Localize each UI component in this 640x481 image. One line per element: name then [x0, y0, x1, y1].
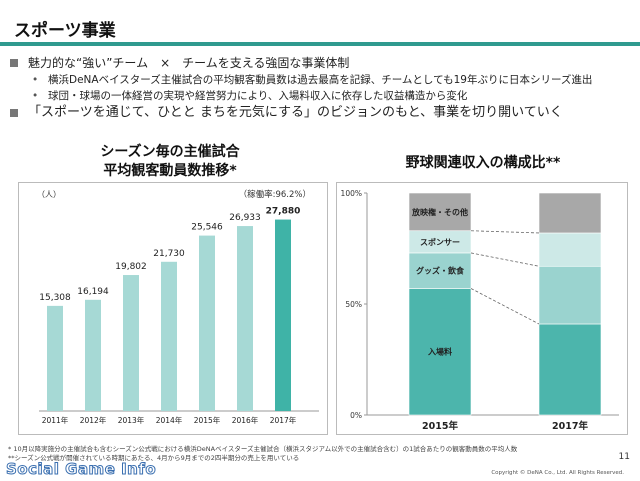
- footnote-1: * 10月以降実施分の主催試合も含むシーズン公式戦における横浜DeNAベイスター…: [8, 445, 518, 453]
- title-divider: [0, 42, 640, 46]
- composition-segment: [538, 232, 602, 267]
- composition-category-label: 2015年: [422, 420, 458, 432]
- revenue-chart-panel: 0% 50% 100% 2015年 2017年 入場料 グッズ・飲食 スポンサー 放映権・その他: [336, 182, 628, 435]
- series-label: グッズ・飲食: [416, 266, 465, 276]
- bullet-main-2: 「スポーツを通じて、ひとと まちを元気にする」のビジョンのもと、事業を切り開いて…: [10, 105, 630, 121]
- attendance-chart-title-line2: 平均観客動員数推移*: [103, 163, 237, 179]
- unit-label: （人）: [37, 190, 61, 199]
- composition-segment: [538, 192, 602, 234]
- page-number: 11: [618, 452, 630, 462]
- bullet-sub-1: 横浜DeNAベイスターズ主催試合の平均観客動員数は過去最高を記録、チームとしても…: [10, 73, 630, 87]
- connector-line: [470, 252, 540, 267]
- attendance-value-label: 25,546: [191, 223, 223, 233]
- connector-line: [470, 230, 540, 234]
- attendance-bar: [123, 275, 139, 411]
- attendance-value-label: 27,880: [266, 207, 301, 217]
- attendance-bar: [161, 261, 177, 411]
- attendance-bar: [47, 305, 63, 411]
- y-tick-label: 0%: [350, 411, 362, 420]
- watermark-logo: Social Game Info: [5, 460, 157, 479]
- attendance-category-label: 2013年: [118, 415, 145, 425]
- connector-line: [470, 288, 540, 325]
- attendance-value-label: 26,933: [229, 213, 261, 223]
- bullet-list: 魅力的な“強い”チーム × チームを支える強固な事業体制 横浜DeNAベイスター…: [10, 55, 630, 123]
- bullet-sub-2: 球団・球場の一体経営の実現や経営努力により、入場料収入に依存した収益構造から変化: [10, 89, 630, 103]
- series-label: 放映権・その他: [411, 207, 468, 217]
- composition-segment: [408, 288, 472, 416]
- attendance-chart-panel: （人） （稼働率:96.2%） 15,308 2011年 16,194 2012年 19…: [18, 182, 328, 435]
- attendance-bar: [85, 299, 101, 411]
- attendance-category-label: 2011年: [42, 415, 69, 425]
- attendance-value-label: 16,194: [77, 287, 109, 297]
- attendance-category-label: 2015年: [194, 415, 221, 425]
- attendance-bar: [275, 219, 291, 411]
- copyright: Copyright © DeNA Co., Ltd. All Rights Re…: [491, 470, 624, 476]
- attendance-value-label: 19,802: [115, 262, 147, 272]
- composition-segment: [538, 265, 602, 325]
- footnote-2: **シーズン公式戦が開催されている時期にあたる、4月から9月までの2四半期分の売…: [8, 454, 300, 462]
- composition-segment: [538, 323, 602, 416]
- attendance-value-label: 21,730: [153, 249, 185, 259]
- composition-segment: [408, 252, 472, 289]
- attendance-value-label: 15,308: [39, 293, 71, 303]
- series-label: スポンサー: [420, 237, 460, 247]
- attendance-chart-title-line1: シーズン毎の主催試合: [100, 144, 240, 160]
- footnotes: * 10月以降実施分の主催試合も含むシーズン公式戦における横浜DeNAベイスター…: [8, 445, 628, 463]
- occupancy-label: （稼働率:96.2%）: [238, 190, 311, 200]
- y-tick-label: 50%: [345, 300, 362, 309]
- composition-category-label: 2017年: [552, 420, 588, 432]
- revenue-chart-title: 野球関連収入の構成比**: [405, 155, 561, 171]
- composition-segment: [408, 192, 472, 232]
- attendance-category-label: 2016年: [232, 415, 259, 425]
- attendance-category-label: 2014年: [156, 415, 183, 425]
- y-tick-label: 100%: [341, 189, 362, 198]
- page-title: スポーツ事業: [14, 21, 116, 41]
- attendance-chart: 15,308 2011年 16,194 2012年 19,802 2013年 21,730 2…: [39, 207, 319, 425]
- attendance-bar: [237, 226, 253, 411]
- attendance-category-label: 2012年: [80, 415, 107, 425]
- series-label: 入場料: [427, 347, 452, 357]
- attendance-category-label: 2017年: [270, 415, 297, 425]
- attendance-bar: [199, 235, 215, 411]
- bullet-main-1: 魅力的な“強い”チーム × チームを支える強固な事業体制: [10, 55, 630, 71]
- attendance-chart-title: シーズン毎の主催試合 平均観客動員数推移*: [20, 143, 320, 181]
